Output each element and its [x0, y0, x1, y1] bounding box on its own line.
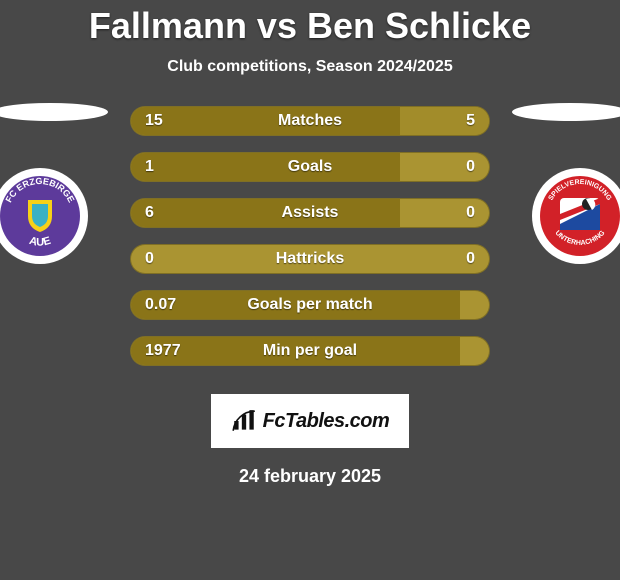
stat-value-right: 5 — [466, 107, 475, 135]
stat-label: Matches — [131, 107, 489, 135]
date-text: 24 february 2025 — [0, 466, 620, 487]
stat-row: Matches15 5 — [130, 106, 490, 136]
stat-row: Goals1 0 — [130, 152, 490, 182]
page-title: Fallmann vs Ben Schlicke — [0, 8, 620, 44]
stat-value-right: 0 — [466, 199, 475, 227]
stats-area: FC ERZGEBIRGE AUE SPIELVEREINIGUNG — [0, 106, 620, 386]
stat-label: Assists — [131, 199, 489, 227]
stat-value-right: 0 — [466, 153, 475, 181]
stat-row: Assists6 0 — [130, 198, 490, 228]
fctables-text: FcTables.com — [263, 410, 390, 433]
stat-value-left: 0 — [145, 245, 154, 273]
left-ellipse-decor — [0, 102, 110, 122]
stat-value-right: 0 — [466, 245, 475, 273]
stat-label: Goals per match — [131, 291, 489, 319]
stat-label: Hattricks — [131, 245, 489, 273]
comparison-card: Fallmann vs Ben Schlicke Club competitio… — [0, 0, 620, 580]
stat-value-left: 6 — [145, 199, 154, 227]
fctables-logo: FcTables.com — [211, 394, 409, 448]
stat-value-left: 15 — [145, 107, 163, 135]
team-left-badge: FC ERZGEBIRGE AUE — [0, 166, 90, 266]
stat-label: Goals — [131, 153, 489, 181]
stat-row: Min per goal1977 — [130, 336, 490, 366]
subtitle: Club competitions, Season 2024/2025 — [0, 58, 620, 76]
stat-row: Goals per match0.07 — [130, 290, 490, 320]
team-right-badge: SPIELVEREINIGUNG UNTERHACHING — [530, 166, 620, 266]
chart-icon — [231, 408, 257, 434]
stat-row: Hattricks0 0 — [130, 244, 490, 274]
stat-label: Min per goal — [131, 337, 489, 365]
stat-rows: Matches155Goals10Assists60Hattricks00Goa… — [130, 106, 490, 382]
stat-value-left: 1 — [145, 153, 154, 181]
right-ellipse-decor — [510, 102, 620, 122]
stat-value-left: 1977 — [145, 337, 181, 365]
stat-value-left: 0.07 — [145, 291, 176, 319]
svg-text:AUE: AUE — [28, 235, 52, 249]
